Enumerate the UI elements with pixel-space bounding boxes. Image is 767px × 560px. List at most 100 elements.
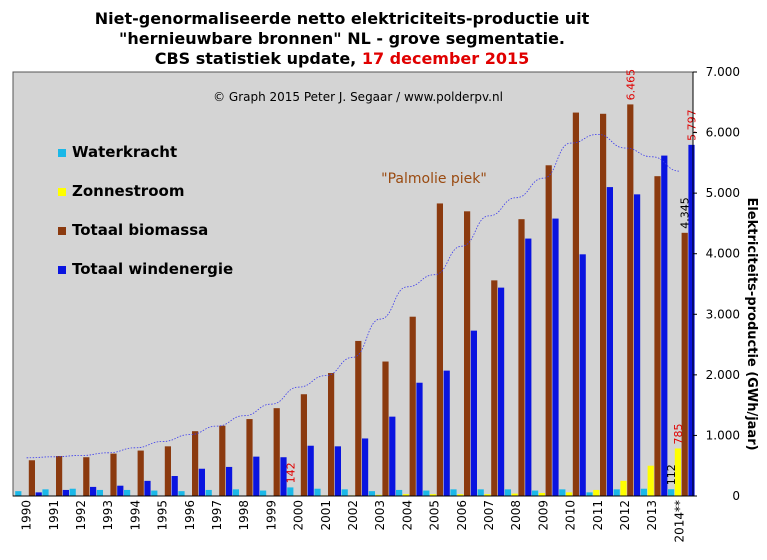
y-tick-label: 6.000	[706, 126, 740, 140]
bar-totaal-windenergie-2011	[606, 187, 613, 496]
bar-totaal-biomassa-2000	[300, 394, 307, 496]
bar-waterkracht-1995	[151, 490, 158, 496]
x-tick-label-1991: 1991	[47, 500, 61, 531]
bar-zonnestroom-2004	[402, 494, 409, 496]
bar-totaal-biomassa-1997	[219, 425, 226, 496]
x-tick-label-2012: 2012	[618, 500, 632, 531]
bar-waterkracht-1998	[232, 489, 239, 496]
bar-waterkracht-2003	[368, 491, 375, 496]
legend-swatch-totaal-biomassa	[58, 227, 66, 235]
bar-waterkracht-2000	[287, 487, 294, 496]
bar-waterkracht-2011	[586, 492, 593, 496]
bar-totaal-windenergie-2014	[688, 144, 695, 496]
bar-totaal-windenergie-2012	[634, 194, 641, 496]
x-tick-label-2014: 2014**	[672, 500, 686, 543]
bar-totaal-biomassa-1994	[137, 450, 144, 496]
x-axis: 1990 1991 1992 1993 1994 1995 1996 1997 1998 1999…	[13, 495, 693, 543]
bar-waterkracht-2005	[423, 490, 430, 496]
bar-totaal-biomassa-1995	[164, 446, 171, 496]
bar-totaal-biomassa-2009	[545, 165, 552, 496]
x-tick-label-1996: 1996	[183, 500, 197, 531]
bar-zonnestroom-2014	[674, 448, 681, 496]
data-label-waterkracht-2014: 112	[665, 464, 678, 485]
y-tick-label: 1.000	[706, 428, 740, 442]
bar-totaal-windenergie-2005	[443, 370, 450, 496]
bar-zonnestroom-2006	[457, 494, 464, 496]
bar-waterkracht-2004	[396, 489, 403, 496]
bar-waterkracht-2009	[532, 490, 539, 496]
x-tick-label-2010: 2010	[564, 500, 578, 531]
bar-waterkracht-2006	[450, 489, 457, 496]
data-label-waterkracht-2000: 142	[284, 462, 297, 483]
chart-title-date: 17 december 2015	[362, 49, 529, 68]
bar-totaal-windenergie-2009	[552, 218, 559, 496]
bar-zonnestroom-2009	[538, 492, 545, 496]
bar-totaal-windenergie-1990	[35, 492, 42, 496]
chart-title-line3: CBS statistiek update, 17 december 2015	[155, 49, 530, 68]
bar-totaal-windenergie-1994	[144, 480, 151, 496]
legend-swatch-zonnestroom	[58, 188, 66, 196]
x-tick-label-2004: 2004	[400, 500, 414, 531]
x-tick-label-2003: 2003	[373, 500, 387, 531]
x-tick-label-2013: 2013	[645, 500, 659, 531]
legend-label-waterkracht: Waterkracht	[72, 143, 177, 161]
bar-totaal-windenergie-2002	[362, 438, 369, 496]
chart-title-prefix: CBS statistiek update,	[155, 49, 362, 68]
bar-waterkracht-1990	[15, 491, 22, 496]
palmolie-annotation: "Palmolie piek"	[381, 171, 487, 187]
bar-totaal-biomassa-2004	[409, 316, 416, 496]
legend-label-totaal-biomassa: Totaal biomassa	[72, 221, 208, 239]
y-tick-label: 2.000	[706, 368, 740, 382]
bar-waterkracht-1997	[205, 489, 212, 496]
bar-totaal-biomassa-2008	[518, 219, 525, 496]
bar-totaal-biomassa-1996	[192, 431, 199, 496]
y-axis: 0 1.000 2.000 3.000 4.000 5.000 6.000 7.000	[692, 65, 740, 503]
bar-totaal-windenergie-1995	[171, 476, 178, 496]
bar-waterkracht-2014	[668, 489, 675, 496]
bar-totaal-biomassa-2007	[491, 280, 498, 496]
bar-totaal-biomassa-2003	[382, 361, 389, 496]
legend: Waterkracht Zonnestroom Totaal biomassa Tot…	[58, 143, 233, 278]
bar-totaal-biomassa-1999	[273, 408, 280, 496]
bar-zonnestroom-2013	[647, 465, 654, 496]
bar-waterkracht-2007	[477, 489, 484, 496]
bar-totaal-biomassa-2013	[654, 176, 661, 496]
x-tick-label-1994: 1994	[128, 500, 142, 531]
x-tick-label-2001: 2001	[319, 500, 333, 531]
bar-waterkracht-1991	[42, 489, 49, 496]
bar-totaal-biomassa-2006	[464, 211, 471, 496]
bar-totaal-windenergie-2001	[334, 446, 341, 496]
y-tick-label: 3.000	[706, 307, 740, 321]
bar-totaal-biomassa-2011	[600, 113, 607, 496]
x-tick-label-1993: 1993	[101, 500, 115, 531]
bar-totaal-biomassa-2002	[355, 340, 362, 496]
x-tick-label-2000: 2000	[292, 500, 306, 531]
x-tick-label-2007: 2007	[482, 500, 496, 531]
bar-totaal-windenergie-1996	[198, 468, 205, 496]
bar-totaal-windenergie-2008	[525, 238, 532, 496]
x-tick-label-2002: 2002	[346, 500, 360, 531]
bar-totaal-windenergie-1997	[226, 466, 233, 496]
y-axis-label: Elektriciteits-productie (GWh/jaar)	[744, 197, 759, 450]
bar-totaal-biomassa-1998	[246, 419, 253, 496]
bar-totaal-biomassa-1990	[28, 460, 35, 496]
bar-waterkracht-2010	[559, 489, 566, 496]
chart-title-line2: "hernieuwbare bronnen" NL - grove segmen…	[119, 29, 565, 48]
bar-totaal-windenergie-2000	[307, 445, 314, 496]
data-label-totaal-windenergie-2014: 5.797	[686, 109, 699, 141]
bar-totaal-windenergie-2003	[389, 416, 396, 496]
x-tick-label-2009: 2009	[536, 500, 550, 531]
bar-totaal-windenergie-2006	[470, 330, 477, 496]
bar-zonnestroom-2007	[484, 494, 491, 496]
x-tick-label-1990: 1990	[20, 500, 34, 531]
bar-totaal-windenergie-2010	[579, 254, 586, 496]
bar-totaal-biomassa-1992	[83, 457, 90, 496]
x-tick-label-1999: 1999	[264, 500, 278, 531]
data-label-totaal-biomassa-2014: 4.345	[679, 197, 692, 229]
bar-waterkracht-2013	[640, 488, 647, 496]
bar-waterkracht-2012	[613, 489, 620, 496]
x-tick-label-2006: 2006	[455, 500, 469, 531]
y-tick-label: 4.000	[706, 247, 740, 261]
x-tick-label-1998: 1998	[237, 500, 251, 531]
